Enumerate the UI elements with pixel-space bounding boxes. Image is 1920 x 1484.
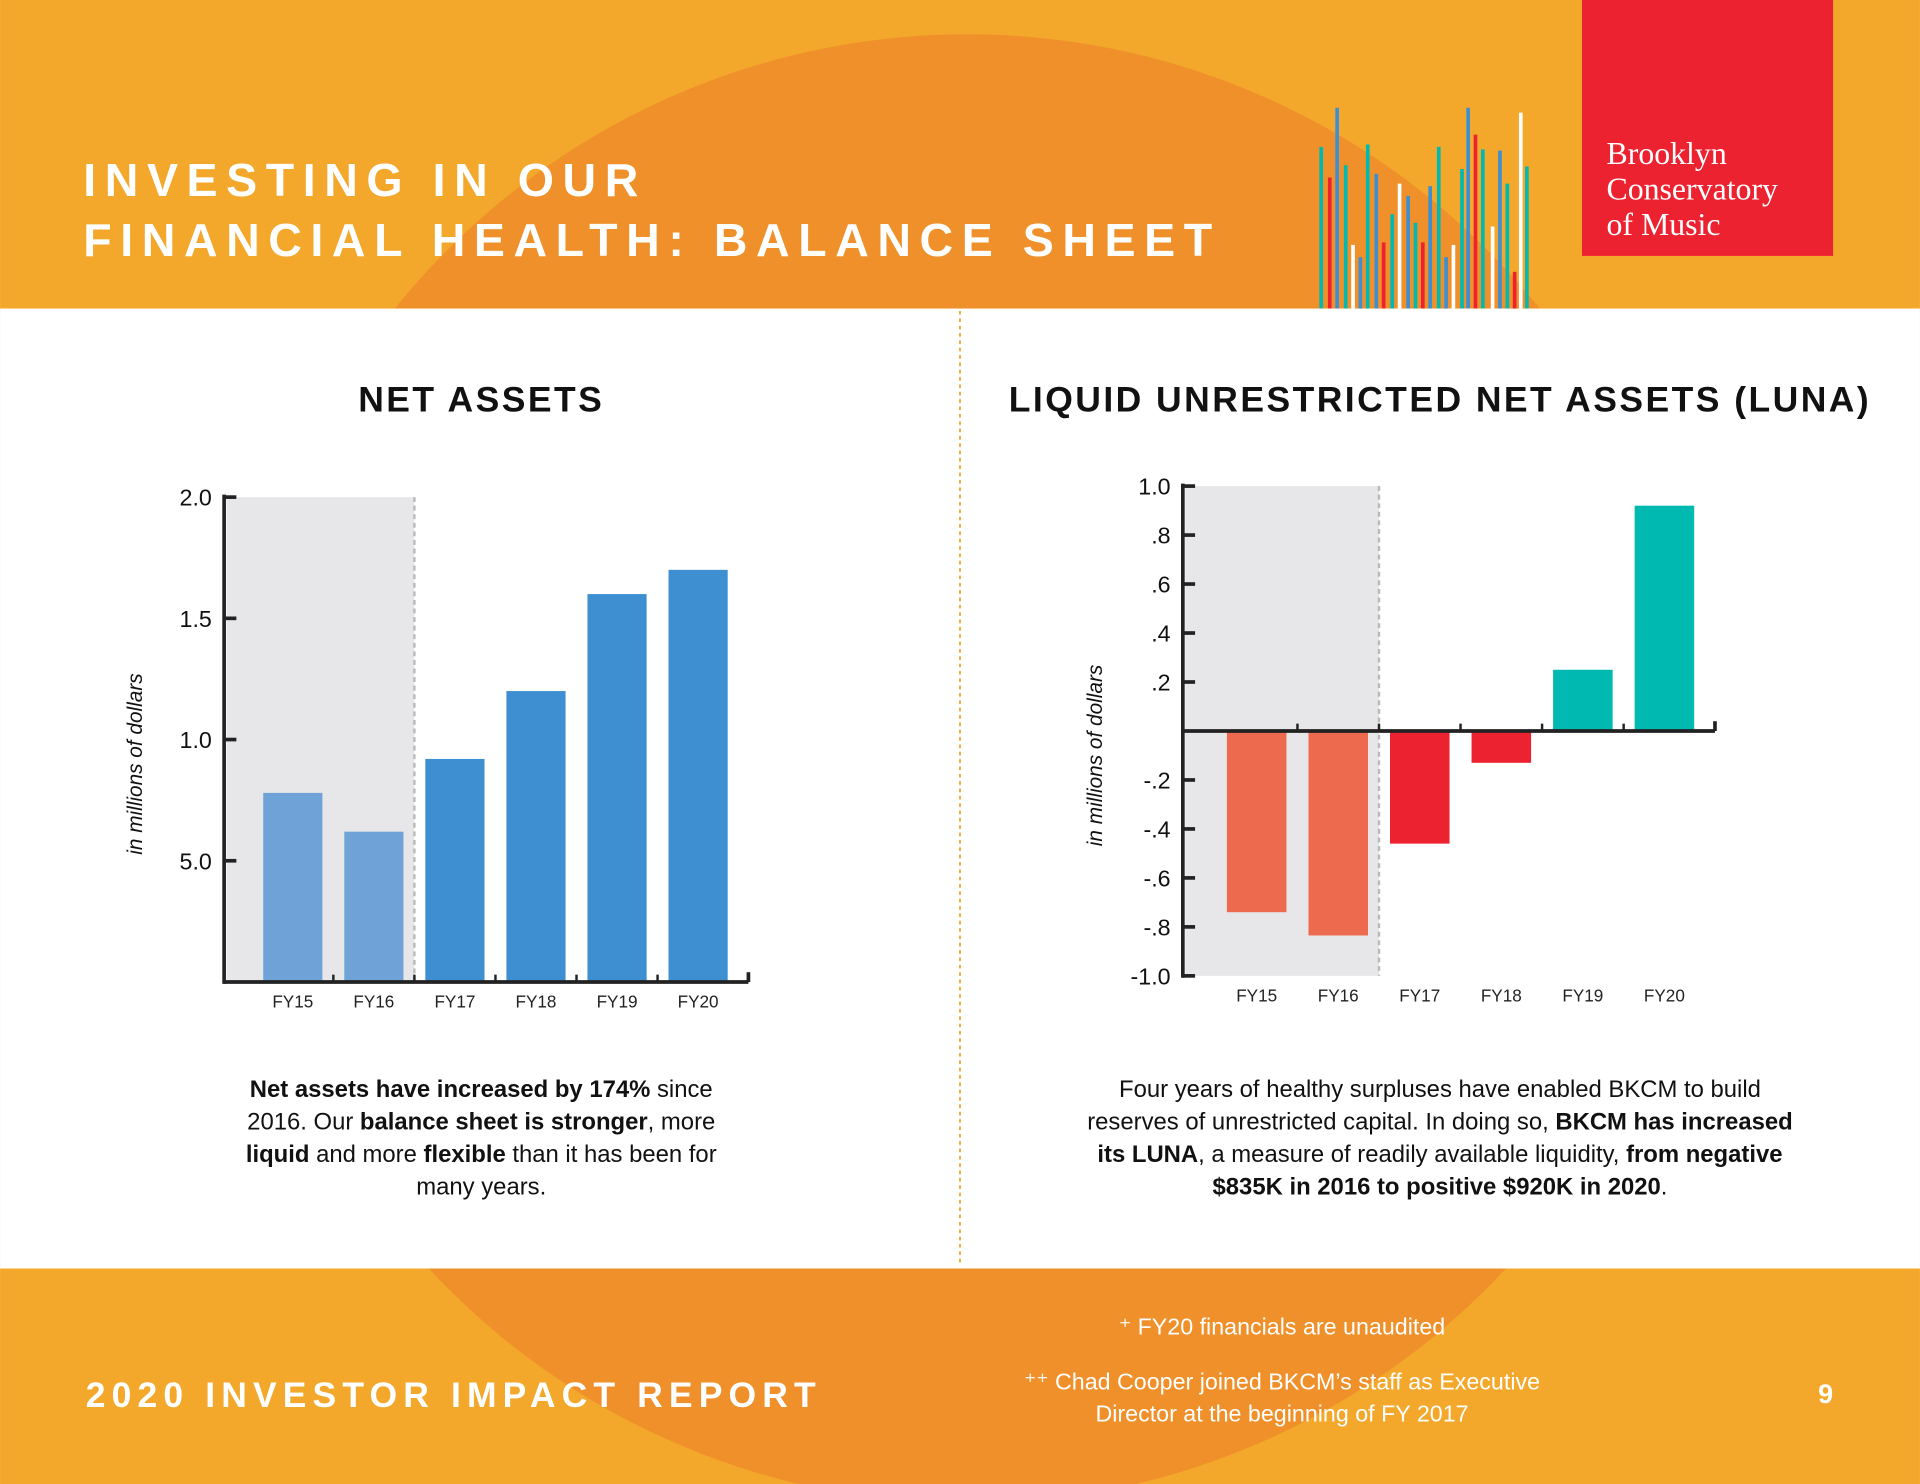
- x-tick-label: FY19: [1562, 986, 1603, 1006]
- x-tick-label: FY19: [597, 992, 638, 1012]
- logo-box: [1582, 0, 1834, 256]
- y-tick-label: .2: [1151, 670, 1170, 696]
- y-tick-label: 1.5: [180, 606, 212, 632]
- bar: [1390, 730, 1450, 844]
- caption-run: BKCM has increased: [1555, 1109, 1792, 1136]
- bar: [1471, 730, 1532, 763]
- y-axis-label: in millions of dollars: [124, 673, 147, 854]
- page-title: INVESTING IN OUR: [83, 154, 647, 206]
- logo-text: Conservatory: [1606, 172, 1778, 207]
- caption-line: Net assets have increased by 174% since: [250, 1076, 713, 1103]
- page-title: FINANCIAL HEALTH: BALANCE SHEET: [83, 214, 1220, 266]
- chart-title: LIQUID UNRESTRICTED NET ASSETS (LUNA): [1009, 379, 1871, 419]
- caption-run: Four years of healthy surpluses have ena…: [1119, 1076, 1761, 1103]
- caption-line: its LUNA, a measure of readily available…: [1097, 1141, 1782, 1168]
- bar: [263, 792, 323, 982]
- bar: [1634, 505, 1695, 731]
- caption-run: , a measure of readily available liquidi…: [1198, 1141, 1626, 1168]
- bar: [668, 569, 728, 982]
- x-tick-label: FY20: [678, 992, 719, 1012]
- caption-run: many years.: [416, 1173, 546, 1200]
- y-tick-label: 1.0: [1138, 474, 1170, 500]
- y-tick-label: 1.0: [180, 727, 212, 753]
- bar: [1308, 730, 1368, 936]
- caption-run: from negative: [1626, 1141, 1782, 1168]
- report-name: 2020 INVESTOR IMPACT REPORT: [86, 1375, 822, 1415]
- chart-title: NET ASSETS: [358, 379, 604, 419]
- caption-line: reserves of unrestricted capital. In doi…: [1087, 1109, 1793, 1136]
- x-tick-label: FY17: [434, 992, 475, 1012]
- y-tick-label: -.8: [1143, 914, 1170, 940]
- caption-run: .: [1661, 1173, 1668, 1200]
- y-tick-label: 5.0: [180, 848, 212, 874]
- y-tick-label: -.2: [1143, 768, 1170, 794]
- caption-run: , more: [648, 1109, 716, 1136]
- logo-text: Brooklyn: [1606, 136, 1726, 171]
- footnote: ⁺ FY20 financials are unaudited: [1119, 1314, 1445, 1340]
- footnote: Director at the beginning of FY 2017: [1095, 1401, 1468, 1427]
- caption-run: reserves of unrestricted capital. In doi…: [1087, 1109, 1555, 1136]
- logo: Brooklyn Conservatory of Music: [1606, 136, 1778, 242]
- bar: [1553, 669, 1613, 731]
- caption-line: $835K in 2016 to positive $920K in 2020.: [1213, 1173, 1668, 1200]
- logo-text: of Music: [1606, 207, 1720, 242]
- caption-run: liquid: [246, 1141, 310, 1168]
- x-tick-label: FY16: [353, 992, 394, 1012]
- x-tick-label: FY15: [1236, 986, 1277, 1006]
- caption-run: Net assets have increased by 174%: [250, 1076, 651, 1103]
- y-tick-label: -.6: [1143, 865, 1170, 891]
- y-tick-label: .8: [1151, 523, 1170, 549]
- bar: [425, 758, 485, 982]
- page-number: 9: [1818, 1379, 1833, 1409]
- x-tick-label: FY18: [1481, 986, 1522, 1006]
- x-tick-label: FY17: [1399, 986, 1440, 1006]
- y-tick-label: .4: [1151, 621, 1170, 647]
- caption-run: and more: [309, 1141, 423, 1168]
- caption-run: flexible: [424, 1141, 506, 1168]
- caption-line: 2016. Our balance sheet is stronger, mor…: [247, 1109, 715, 1136]
- caption-line: Four years of healthy surpluses have ena…: [1119, 1076, 1761, 1103]
- caption-run: $835K in 2016 to positive $920K in 2020: [1213, 1173, 1661, 1200]
- caption-run: 2016. Our: [247, 1109, 360, 1136]
- caption-line: many years.: [416, 1173, 546, 1200]
- bar: [506, 691, 566, 982]
- y-axis-label: in millions of dollars: [1084, 665, 1107, 846]
- y-tick-label: 2.0: [180, 485, 212, 511]
- bar: [587, 594, 647, 982]
- caption-run: since: [650, 1076, 712, 1103]
- y-tick-label: -1.0: [1131, 963, 1171, 989]
- footnote: ⁺⁺ Chad Cooper joined BKCM’s staff as Ex…: [1024, 1369, 1540, 1395]
- caption-run: its LUNA: [1097, 1141, 1198, 1168]
- x-tick-label: FY16: [1318, 986, 1359, 1006]
- x-tick-label: FY20: [1644, 986, 1685, 1006]
- bar: [344, 831, 404, 982]
- caption-line: liquid and more flexible than it has bee…: [246, 1141, 717, 1168]
- x-tick-label: FY15: [272, 992, 313, 1012]
- x-tick-label: FY18: [516, 992, 557, 1012]
- y-tick-label: .6: [1151, 572, 1170, 598]
- caption-run: balance sheet is stronger: [360, 1109, 648, 1136]
- caption-run: than it has been for: [506, 1141, 717, 1168]
- bar: [1226, 730, 1287, 913]
- decor-lines: [1319, 107, 1529, 309]
- y-tick-label: -.4: [1143, 817, 1170, 843]
